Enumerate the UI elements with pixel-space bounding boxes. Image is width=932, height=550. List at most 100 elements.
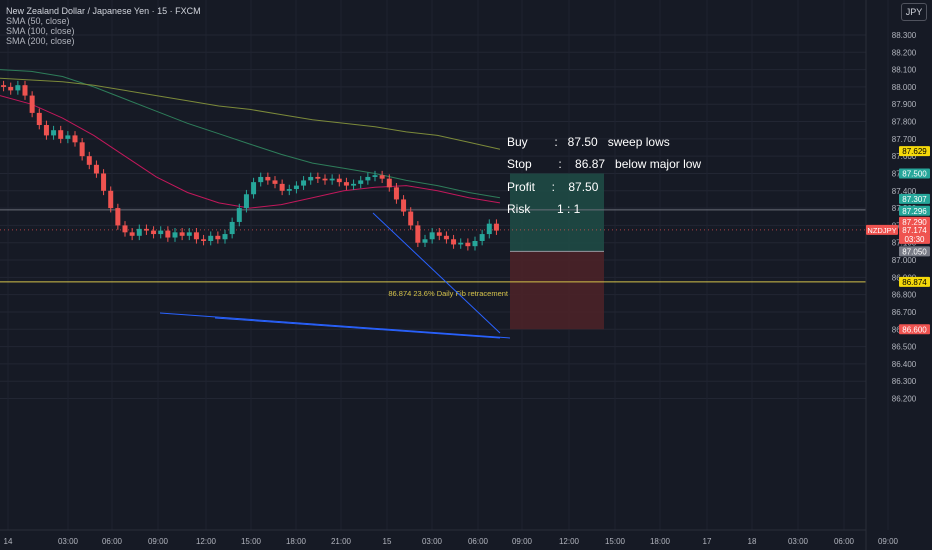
candle-body: [272, 180, 278, 184]
sma200-price-label: 87.629: [902, 147, 927, 156]
x-tick-label: 18:00: [286, 537, 307, 546]
candle-body: [115, 208, 121, 226]
symbol-tag: NZDJPY: [867, 226, 896, 235]
x-tick-label: 15: [383, 537, 392, 546]
stop-zone: [510, 251, 604, 330]
last-price-label: 87.174: [902, 226, 927, 235]
candle-body: [351, 183, 357, 186]
candle-body: [408, 211, 414, 226]
candle-body: [101, 173, 107, 191]
y-tick-label: 87.900: [892, 100, 917, 109]
candle-body: [472, 240, 478, 247]
candle-body: [301, 180, 307, 186]
fib-price-label: 86.874: [902, 278, 927, 287]
candle-body: [201, 239, 207, 241]
candle-body: [343, 182, 349, 186]
candle-body: [186, 232, 192, 236]
candle-body: [322, 178, 328, 181]
candle-body: [179, 232, 185, 236]
currency-button[interactable]: JPY: [901, 3, 927, 21]
candle-body: [108, 190, 114, 209]
candle-body: [251, 182, 257, 195]
x-tick-label: 17: [703, 537, 712, 546]
candle-body: [8, 86, 14, 91]
trendline: [372, 212, 501, 334]
symbol-tag-bg: [866, 224, 898, 235]
y-tick-label: 87.600: [892, 152, 917, 161]
y-tick-label: 87.800: [892, 118, 917, 127]
x-tick-label: 12:00: [559, 537, 580, 546]
candle-body: [1, 85, 7, 87]
candle-body: [72, 135, 78, 143]
trendline: [159, 312, 511, 339]
x-tick-label: 21:00: [331, 537, 352, 546]
candle-body: [493, 223, 499, 231]
x-tick-label: 09:00: [512, 537, 533, 546]
candle-body: [129, 232, 135, 236]
candle-body: [222, 234, 228, 240]
position-zones: [510, 173, 604, 330]
candle-body: [258, 176, 264, 183]
candle-body: [172, 232, 178, 238]
y-tick-label: 88.200: [892, 48, 917, 57]
note-profit: Profit : 87.50: [507, 180, 599, 194]
sma50-legend[interactable]: SMA (50, close): [6, 16, 70, 26]
x-tick-label: 03:00: [788, 537, 809, 546]
trendlines: [159, 212, 511, 339]
candle-body: [208, 235, 214, 241]
candle-body: [43, 125, 49, 136]
y-tick-label: 87.700: [892, 135, 917, 144]
y-tick-label: 88.000: [892, 83, 917, 92]
candle-body: [465, 242, 471, 247]
candle-body: [243, 194, 249, 209]
x-tick-label: 03:00: [58, 537, 79, 546]
candle-body: [86, 156, 92, 165]
stop-price-label-bg: [899, 324, 930, 335]
candle-body: [29, 95, 35, 113]
x-tick-label: 18: [748, 537, 757, 546]
candle-body: [479, 234, 485, 241]
price-labels: 87.629 87.500 87.307 87.296 87.290 NZDJPY 87.1…: [866, 146, 930, 335]
chart-grid: [0, 0, 889, 530]
y-tick-label: 86.200: [892, 395, 917, 404]
moving-averages: [0, 69, 501, 209]
x-tick-label: 06:00: [834, 537, 855, 546]
last-price-label-bg: [899, 224, 930, 235]
y-tick-label: 88.300: [892, 31, 917, 40]
note-risk: Risk 1 : 1: [507, 202, 581, 216]
horizontal-levels: 86.874 23.6% Daily Fib retracement: [0, 209, 866, 298]
entry-price-label: 87.050: [902, 247, 927, 256]
sma200-price-label-bg: [899, 146, 930, 157]
candle-body: [486, 223, 492, 235]
candle-body: [79, 142, 85, 157]
candle-body: [358, 180, 364, 184]
sma100-legend[interactable]: SMA (100, close): [6, 26, 75, 36]
candle-body: [22, 85, 28, 96]
candle-body: [122, 225, 128, 233]
symbol-title: New Zealand Dollar / Japanese Yen · 15 ·…: [6, 6, 201, 16]
candle-body: [372, 175, 378, 177]
candle-body: [393, 187, 399, 200]
level-price-label: 87.290: [902, 218, 927, 227]
candle-body: [265, 176, 271, 181]
sma100-price-label: 87.307: [902, 195, 927, 204]
sma200-legend[interactable]: SMA (200, close): [6, 36, 75, 46]
candle-body: [143, 228, 149, 231]
y-tick-label: 86.500: [892, 343, 917, 352]
x-tick-label: 15:00: [241, 537, 262, 546]
countdown-price-label: 03:30: [904, 235, 925, 244]
x-tick-label: 06:00: [102, 537, 123, 546]
entry-price-label-bg: [899, 246, 930, 257]
candle-body: [286, 189, 292, 191]
sma200-line: [0, 77, 501, 150]
y-tick-label: 86.800: [892, 291, 917, 300]
y-tick-label: 87.000: [892, 256, 917, 265]
candle-body: [236, 208, 242, 222]
candle-body: [151, 230, 157, 235]
level-price-label-bg: [899, 216, 930, 227]
candle-body: [415, 225, 421, 243]
x-tick-label: 03:00: [422, 537, 443, 546]
candle-body: [193, 232, 199, 240]
x-tick-label: 15:00: [605, 537, 626, 546]
